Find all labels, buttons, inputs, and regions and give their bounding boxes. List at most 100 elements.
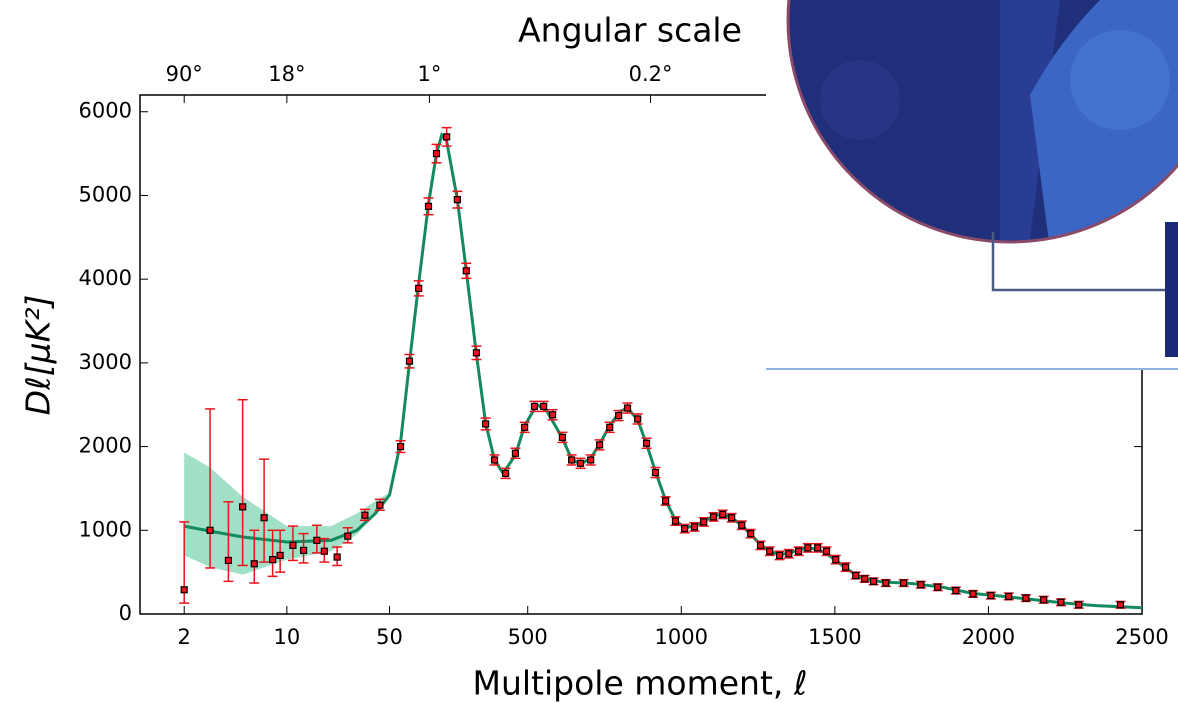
- data-point: [777, 552, 783, 558]
- data-point: [824, 548, 830, 554]
- data-point: [871, 578, 877, 584]
- y-tick-label: 2000: [79, 434, 132, 458]
- y-tick-label: 3000: [79, 350, 132, 374]
- data-point: [862, 576, 868, 582]
- data-point: [635, 416, 641, 422]
- data-point: [406, 358, 412, 364]
- data-point: [711, 514, 717, 520]
- x-tick-label: 2000: [962, 625, 1015, 649]
- data-point: [739, 522, 745, 528]
- x-tick-label: 1000: [655, 625, 708, 649]
- data-point: [377, 502, 383, 508]
- data-point: [1023, 595, 1029, 601]
- data-point: [270, 557, 276, 563]
- top-x-tick-label: 18°: [268, 62, 305, 86]
- data-point: [522, 424, 528, 430]
- data-point: [607, 424, 613, 430]
- data-point: [691, 524, 697, 530]
- data-point: [901, 580, 907, 586]
- data-point: [398, 444, 404, 450]
- data-point: [277, 552, 283, 558]
- data-point: [1041, 597, 1047, 603]
- data-point: [625, 405, 631, 411]
- data-point: [720, 511, 726, 517]
- data-point: [853, 572, 859, 578]
- data-point: [483, 421, 489, 427]
- data-point: [663, 498, 669, 504]
- data-point: [1058, 599, 1064, 605]
- data-point: [833, 557, 839, 563]
- data-point: [240, 504, 246, 510]
- sky-texture: [820, 60, 900, 140]
- sky-texture: [1070, 30, 1170, 130]
- x-axis-title: Multipole moment, ℓ: [472, 664, 807, 703]
- data-point: [918, 582, 924, 588]
- data-point: [970, 591, 976, 597]
- data-point: [181, 587, 187, 593]
- data-point: [301, 547, 307, 553]
- y-tick-label: 1000: [79, 517, 132, 541]
- data-point: [290, 542, 296, 548]
- y-tick-label: 4000: [79, 266, 132, 290]
- data-point: [426, 203, 432, 209]
- x-tick-label: 10: [273, 625, 300, 649]
- y-axis-title: Dℓ[μK²]: [19, 295, 58, 416]
- data-point: [321, 548, 327, 554]
- top-axis-title: Angular scale: [518, 11, 742, 50]
- data-point: [843, 564, 849, 570]
- data-point: [883, 580, 889, 586]
- data-point: [748, 531, 754, 537]
- data-point: [531, 403, 537, 409]
- data-point: [444, 134, 450, 140]
- data-point: [492, 457, 498, 463]
- decorative-image: [766, 0, 1178, 369]
- data-point: [334, 554, 340, 560]
- data-point: [672, 518, 678, 524]
- data-point: [251, 561, 257, 567]
- data-point: [597, 442, 603, 448]
- top-x-tick-label: 1°: [417, 62, 441, 86]
- data-point: [1006, 593, 1012, 599]
- data-point: [463, 268, 469, 274]
- data-point: [729, 515, 735, 521]
- data-point: [988, 593, 994, 599]
- y-tick-label: 0: [119, 601, 132, 625]
- data-point: [588, 457, 594, 463]
- y-tick-label: 5000: [79, 182, 132, 206]
- data-point: [701, 519, 707, 525]
- data-point: [616, 413, 622, 419]
- top-x-tick-label: 0.2°: [629, 62, 673, 86]
- top-x-tick-label: 90°: [166, 62, 203, 86]
- x-tick-label: 2: [178, 625, 191, 649]
- data-point: [1076, 602, 1082, 608]
- data-point: [345, 533, 351, 539]
- data-point: [454, 197, 460, 203]
- data-point: [758, 542, 764, 548]
- x-tick-label: 2500: [1115, 625, 1168, 649]
- data-point: [786, 551, 792, 557]
- data-point: [644, 440, 650, 446]
- data-point: [207, 527, 213, 533]
- data-point: [559, 434, 565, 440]
- data-point: [416, 285, 422, 291]
- data-point: [569, 457, 575, 463]
- data-point: [1118, 602, 1124, 608]
- data-point: [796, 548, 802, 554]
- x-tick-label: 1500: [808, 625, 861, 649]
- data-point: [512, 450, 518, 456]
- data-point: [935, 584, 941, 590]
- data-point: [503, 470, 509, 476]
- x-tick-label: 50: [376, 625, 403, 649]
- data-point: [541, 403, 547, 409]
- image-block: [1165, 222, 1178, 357]
- x-tick-label: 500: [508, 625, 548, 649]
- data-point: [314, 537, 320, 543]
- chart: Angular scale Multipole moment, ℓ Dℓ[μK²…: [0, 0, 1178, 703]
- data-point: [362, 512, 368, 518]
- data-point: [767, 548, 773, 554]
- data-point: [682, 526, 688, 532]
- data-point: [433, 151, 439, 157]
- uncertainty-band: [184, 452, 389, 574]
- data-point: [578, 460, 584, 466]
- data-point: [953, 588, 959, 594]
